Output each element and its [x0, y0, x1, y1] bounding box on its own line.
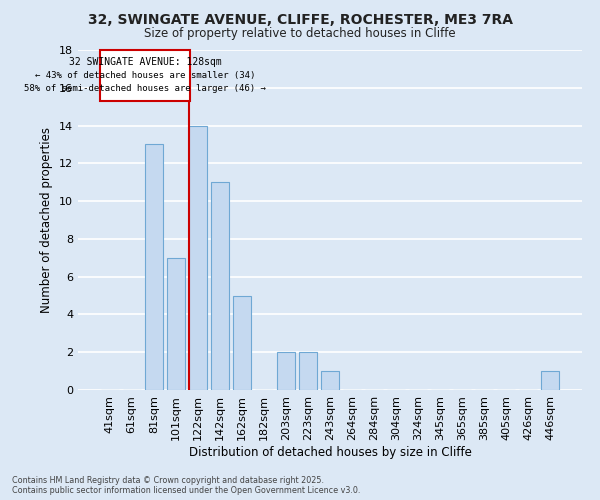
Bar: [299, 352, 317, 390]
Text: Contains HM Land Registry data © Crown copyright and database right 2025.
Contai: Contains HM Land Registry data © Crown c…: [12, 476, 361, 495]
Bar: [189, 126, 206, 390]
Text: 32 SWINGATE AVENUE: 128sqm: 32 SWINGATE AVENUE: 128sqm: [68, 58, 221, 68]
Text: 32, SWINGATE AVENUE, CLIFFE, ROCHESTER, ME3 7RA: 32, SWINGATE AVENUE, CLIFFE, ROCHESTER, …: [88, 12, 512, 26]
FancyBboxPatch shape: [100, 50, 190, 101]
Bar: [321, 371, 339, 390]
Bar: [541, 371, 559, 390]
Bar: [167, 258, 185, 390]
X-axis label: Distribution of detached houses by size in Cliffe: Distribution of detached houses by size …: [188, 446, 472, 458]
Text: 58% of semi-detached houses are larger (46) →: 58% of semi-detached houses are larger (…: [24, 84, 266, 93]
Bar: [211, 182, 229, 390]
Text: ← 43% of detached houses are smaller (34): ← 43% of detached houses are smaller (34…: [35, 71, 255, 80]
Text: Size of property relative to detached houses in Cliffe: Size of property relative to detached ho…: [144, 28, 456, 40]
Y-axis label: Number of detached properties: Number of detached properties: [40, 127, 53, 313]
Bar: [233, 296, 251, 390]
Bar: [145, 144, 163, 390]
Bar: [277, 352, 295, 390]
